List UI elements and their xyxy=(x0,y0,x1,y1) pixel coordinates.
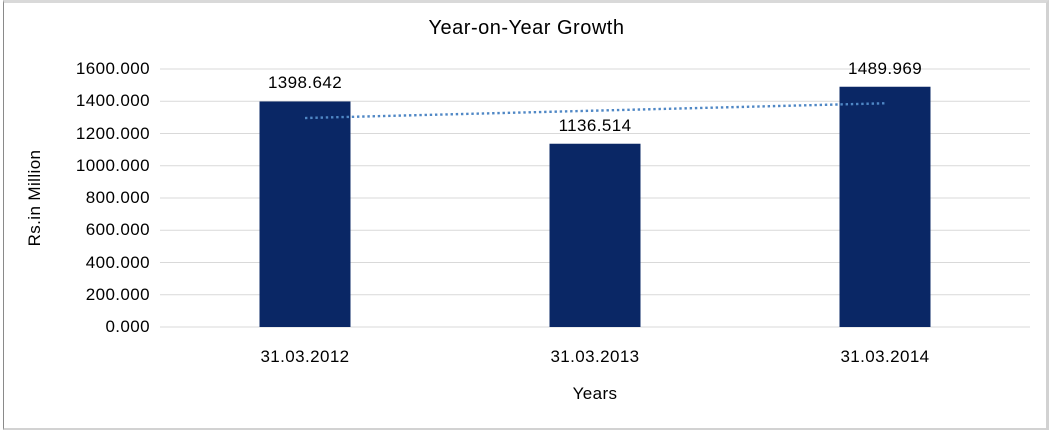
y-tick-label: 600.000 xyxy=(85,220,150,240)
bar-value-label: 1136.514 xyxy=(558,115,632,135)
y-tick-label: 1600.000 xyxy=(75,59,150,78)
x-category-label: 31.03.2013 xyxy=(550,347,640,366)
chart-title: Year-on-Year Growth xyxy=(428,17,625,39)
bar-31.03.2013 xyxy=(549,143,641,327)
x-axis-title: Years xyxy=(572,384,618,403)
bar-value-label: 1489.969 xyxy=(847,58,923,78)
bar-31.03.2012 xyxy=(259,101,351,327)
y-tick-label: 1400.000 xyxy=(75,91,150,111)
y-tick-label: 0.000 xyxy=(105,317,150,336)
x-category-label: 31.03.2012 xyxy=(260,347,350,366)
y-tick-label: 400.000 xyxy=(85,252,150,272)
x-category-label: 31.03.2014 xyxy=(840,347,930,366)
y-tick-label: 200.000 xyxy=(85,284,150,304)
y-tick-label: 1200.000 xyxy=(75,123,150,143)
y-tick-label: 1000.000 xyxy=(75,155,150,175)
bar-value-label: 1398.642 xyxy=(267,73,343,93)
bar-31.03.2014 xyxy=(839,86,931,328)
y-tick-label: 800.000 xyxy=(85,188,150,207)
